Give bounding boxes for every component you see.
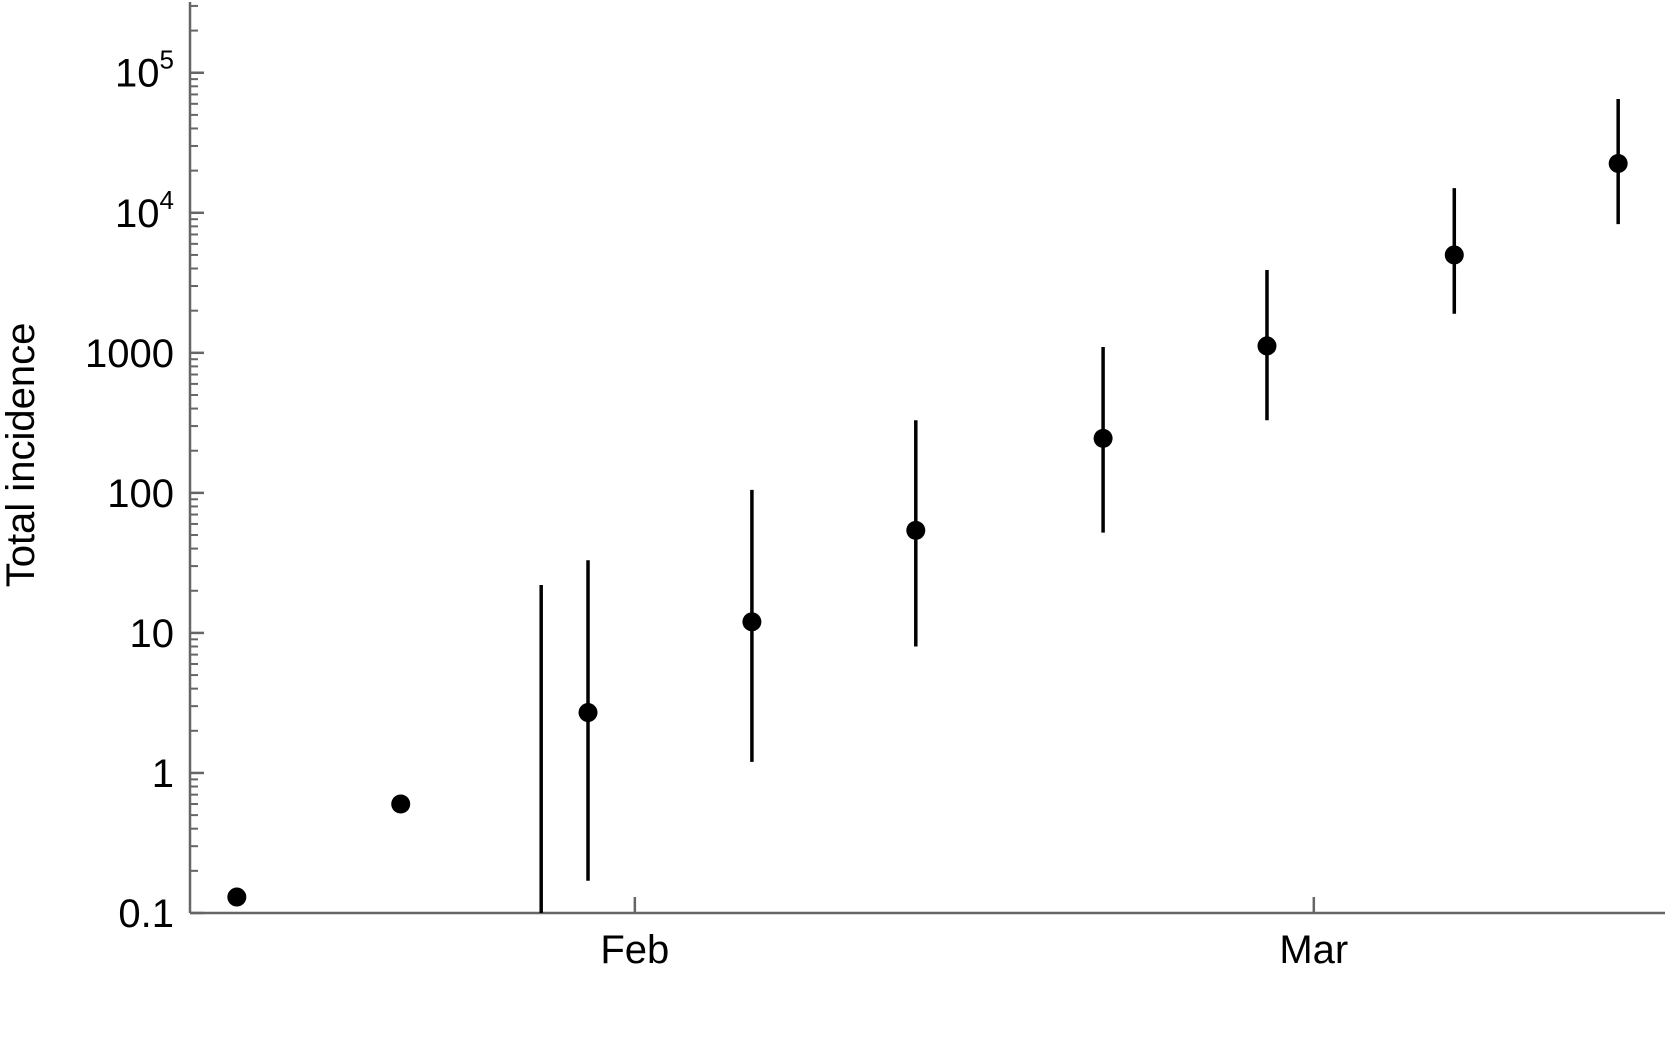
data-point — [1444, 245, 1464, 265]
data-point — [742, 612, 762, 632]
y-tick-label: 10 — [130, 612, 175, 656]
data-point — [227, 887, 247, 907]
data-point — [391, 794, 411, 814]
y-tick-label: 1000 — [85, 332, 174, 376]
data-point — [1608, 153, 1628, 173]
x-tick-label: Feb — [600, 928, 669, 972]
y-tick-label: 104 — [115, 185, 174, 236]
x-tick-label: Mar — [1279, 928, 1348, 972]
data-point — [1093, 428, 1113, 448]
y-tick-label: 0.1 — [118, 892, 174, 936]
y-axis-title: Total incidence — [0, 323, 43, 588]
y-tick-label: 1 — [152, 752, 174, 796]
axes: 0.1 1 10 100 1000 104 105 Feb Mar — [85, 2, 1665, 972]
data-point — [906, 520, 926, 540]
marks — [227, 98, 1628, 913]
data-point — [578, 703, 598, 723]
y-tick-label: 100 — [107, 472, 174, 516]
y-tick-label: 105 — [115, 45, 174, 96]
data-point — [1257, 336, 1277, 356]
